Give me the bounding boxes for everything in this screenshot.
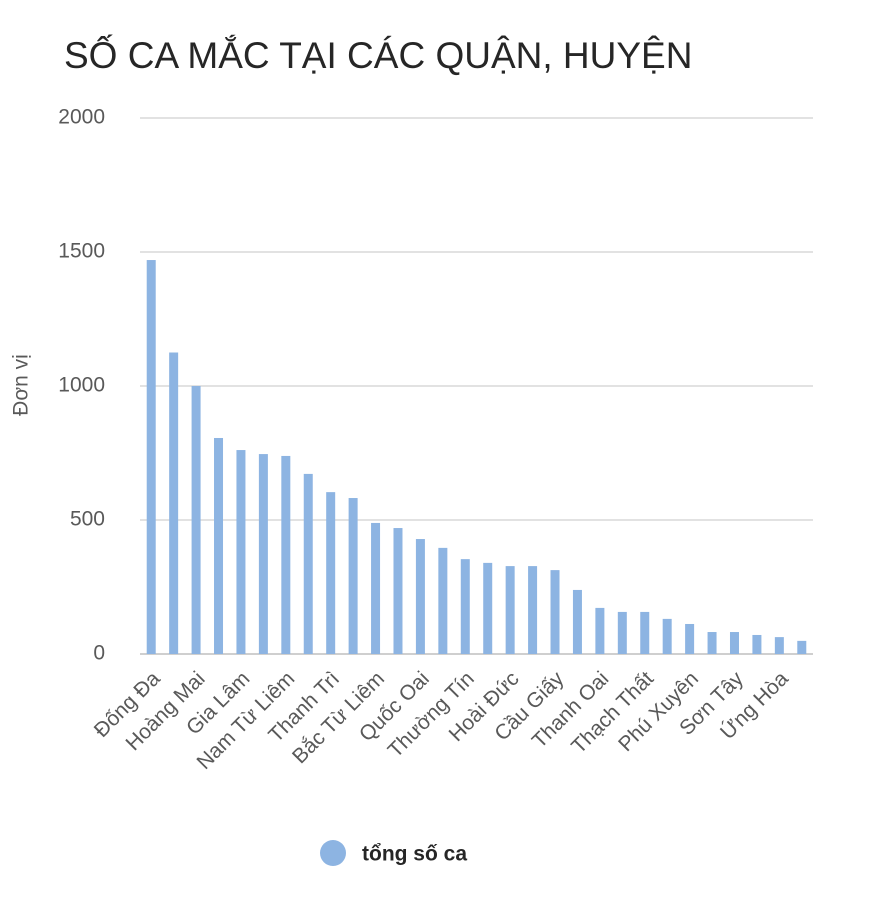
bar (483, 562, 493, 654)
legend-swatch (320, 840, 346, 866)
bar (214, 437, 224, 654)
bar (415, 539, 425, 654)
bar (505, 566, 515, 654)
bar (393, 528, 403, 654)
bar (303, 473, 313, 654)
y-tick-label: 500 (70, 508, 105, 531)
bar (572, 589, 582, 654)
bar (169, 352, 179, 654)
bar (617, 611, 627, 654)
bar (662, 618, 672, 654)
y-tick-label: 2000 (58, 106, 105, 129)
bar (460, 559, 470, 654)
bar (640, 611, 650, 654)
bar (797, 640, 807, 654)
bar (281, 455, 291, 654)
bar (191, 386, 201, 654)
bar (550, 570, 560, 654)
bar (707, 632, 717, 654)
bar (752, 634, 762, 654)
bar (595, 607, 605, 654)
chart-title: SỐ CA MẮC TẠI CÁC QUẬN, HUYỆN (64, 34, 692, 76)
bar (729, 632, 739, 654)
legend-label: tổng số ca (362, 843, 467, 866)
bar (685, 623, 695, 654)
y-axis-label: Đơn vị (10, 354, 33, 416)
bar (438, 547, 448, 654)
bar (326, 492, 336, 654)
bar (774, 637, 784, 654)
y-tick-label: 1500 (58, 240, 105, 263)
bar (371, 522, 381, 654)
bar (146, 260, 156, 654)
y-tick-label: 1000 (58, 374, 105, 397)
y-tick-label: 0 (93, 642, 105, 665)
bar (528, 566, 538, 654)
bar (258, 454, 268, 654)
bar (348, 498, 358, 654)
bar (236, 450, 246, 654)
